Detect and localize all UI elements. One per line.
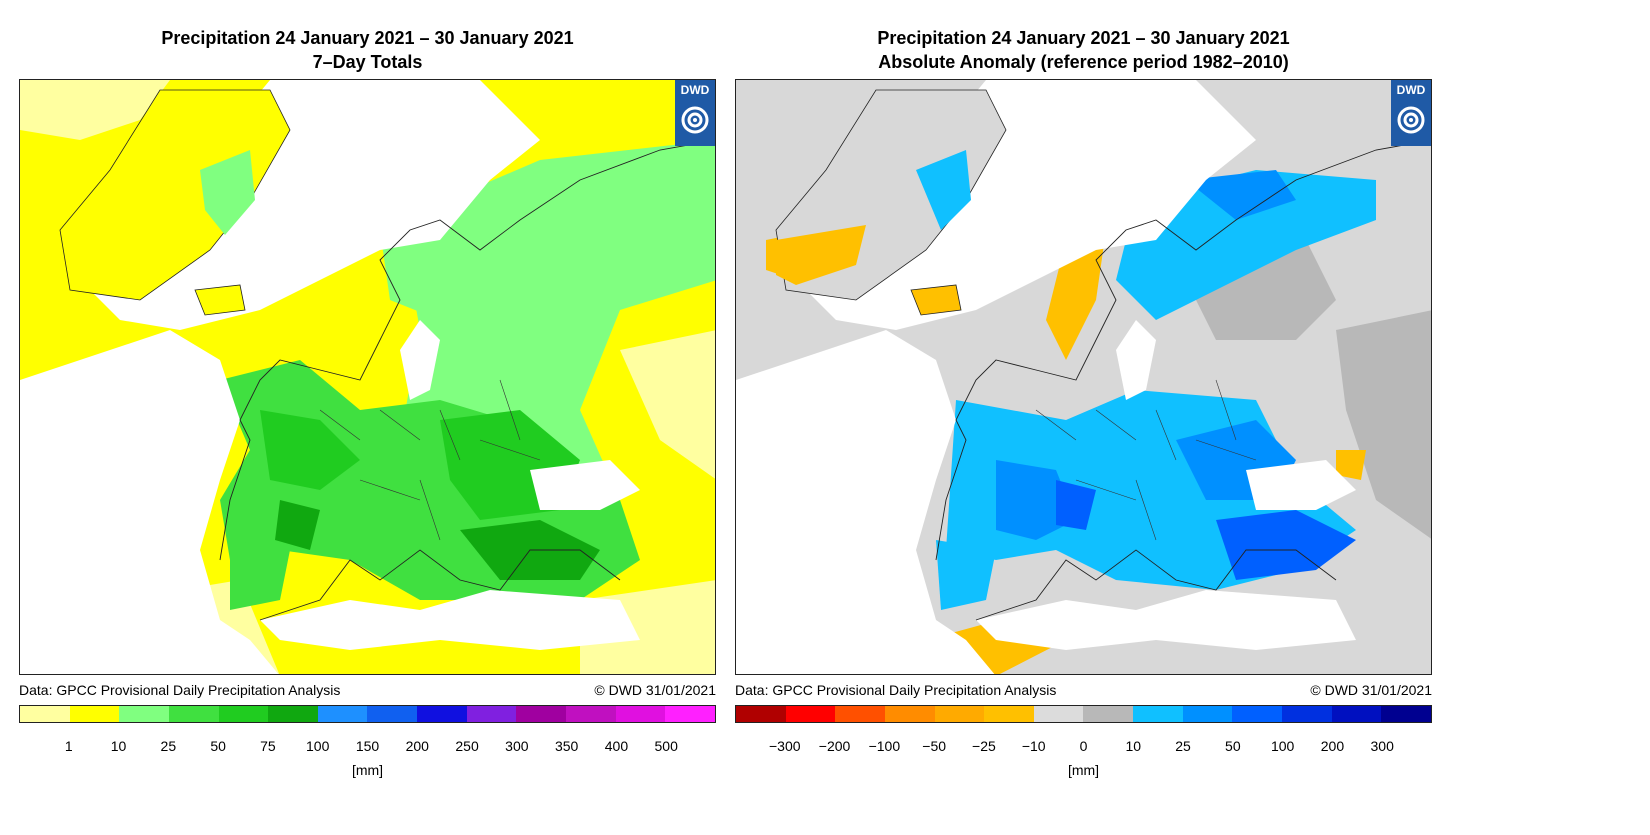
colorbar-swatch (20, 706, 70, 722)
colorbar-tick-label: 25 (160, 738, 177, 754)
colorbar-swatch (1133, 706, 1183, 722)
colorbar-tick-label: 250 (455, 738, 479, 754)
colorbar-tick-label: 50 (1225, 738, 1241, 754)
totals-map-graphic (20, 80, 715, 674)
anomaly-map: DWD (735, 79, 1432, 675)
colorbar-tick-label: −10 (1021, 738, 1046, 754)
totals-colorbar-ticks: 1 10 25 50 75 100 150 200 250 300 350 400 500 (19, 738, 716, 758)
colorbar-tick-label: 75 (260, 738, 276, 754)
colorbar-swatch (1381, 706, 1431, 722)
colorbar-tick-label: 300 (505, 738, 529, 754)
colorbar-tick-label: 10 (1125, 738, 1142, 754)
colorbar-tick-label: 400 (604, 738, 629, 754)
colorbar-swatch (69, 706, 120, 722)
colorbar-swatch (268, 706, 318, 722)
dwd-swirl-icon (681, 106, 709, 134)
colorbar-tick-label: 200 (1320, 738, 1345, 754)
anomaly-title: Precipitation 24 January 2021 – 30 Janua… (877, 28, 1290, 72)
colorbar-swatch (1182, 706, 1233, 722)
colorbar-tick-label: 25 (1175, 738, 1191, 754)
colorbar-swatch (1331, 706, 1382, 722)
colorbar-tick-label: 200 (405, 738, 429, 754)
colorbar-swatch (119, 706, 169, 722)
colorbar-swatch (466, 706, 517, 722)
colorbar-swatch (417, 706, 467, 722)
totals-panel: Precipitation 24 January 2021 – 30 Janua… (19, 0, 716, 835)
totals-map: DWD (19, 79, 716, 675)
colorbar-swatch (615, 706, 666, 722)
anomaly-panel: Precipitation 24 January 2021 – 30 Janua… (735, 0, 1432, 835)
colorbar-tick-label: 100 (1270, 738, 1295, 754)
dwd-swirl-icon (1397, 106, 1425, 134)
copyright: © DWD 31/01/2021 (594, 682, 716, 698)
colorbar-swatch (934, 706, 985, 722)
dwd-logo: DWD (675, 80, 715, 146)
colorbar-swatch (835, 706, 885, 722)
dwd-logo: DWD (1391, 80, 1431, 146)
colorbar-swatch (884, 706, 935, 722)
colorbar-tick-label: 1 (64, 738, 73, 754)
data-source: Data: GPCC Provisional Daily Precipitati… (19, 682, 341, 698)
colorbar-swatch (785, 706, 836, 722)
colorbar-tick-label: −200 (818, 738, 851, 754)
colorbar-swatch (317, 706, 368, 722)
colorbar-swatch (367, 706, 418, 722)
totals-title: Precipitation 24 January 2021 – 30 Janua… (161, 28, 574, 72)
colorbar-swatch (1282, 706, 1332, 722)
colorbar-tick-label: 0 (1079, 738, 1088, 754)
data-source: Data: GPCC Provisional Daily Precipitati… (735, 682, 1057, 698)
colorbar-tick-label: 50 (210, 738, 226, 754)
colorbar-tick-label: −50 (922, 738, 947, 754)
colorbar-swatch (566, 706, 616, 722)
colorbar-tick-label: 350 (554, 738, 579, 754)
colorbar-swatch (516, 706, 567, 722)
colorbar-tick-label: 300 (1370, 738, 1394, 754)
colorbar-swatch (1033, 706, 1084, 722)
colorbar-swatch (665, 706, 715, 722)
colorbar-tick-label: −100 (868, 738, 901, 754)
colorbar-tick-label: 100 (306, 738, 330, 754)
anomaly-unit: [mm] (1067, 762, 1100, 778)
colorbar-swatch (168, 706, 219, 722)
colorbar-swatch (984, 706, 1034, 722)
colorbar-tick-label: −300 (769, 738, 801, 754)
colorbar-swatch (736, 706, 786, 722)
colorbar-swatch (218, 706, 269, 722)
anomaly-colorbar (735, 705, 1432, 723)
anomaly-map-graphic (736, 80, 1431, 674)
colorbar-swatch (1083, 706, 1134, 722)
colorbar-tick-label: −25 (972, 738, 996, 754)
colorbar-swatch (1232, 706, 1283, 722)
anomaly-colorbar-ticks: −300 −200 −100 −50 −25 −10 0 10 25 50 100 200 300 (735, 738, 1432, 758)
totals-colorbar (19, 705, 716, 723)
colorbar-tick-label: 10 (110, 738, 127, 754)
totals-unit: [mm] (351, 762, 384, 778)
colorbar-tick-label: 150 (355, 738, 380, 754)
colorbar-tick-label: 500 (654, 738, 678, 754)
copyright: © DWD 31/01/2021 (1310, 682, 1432, 698)
